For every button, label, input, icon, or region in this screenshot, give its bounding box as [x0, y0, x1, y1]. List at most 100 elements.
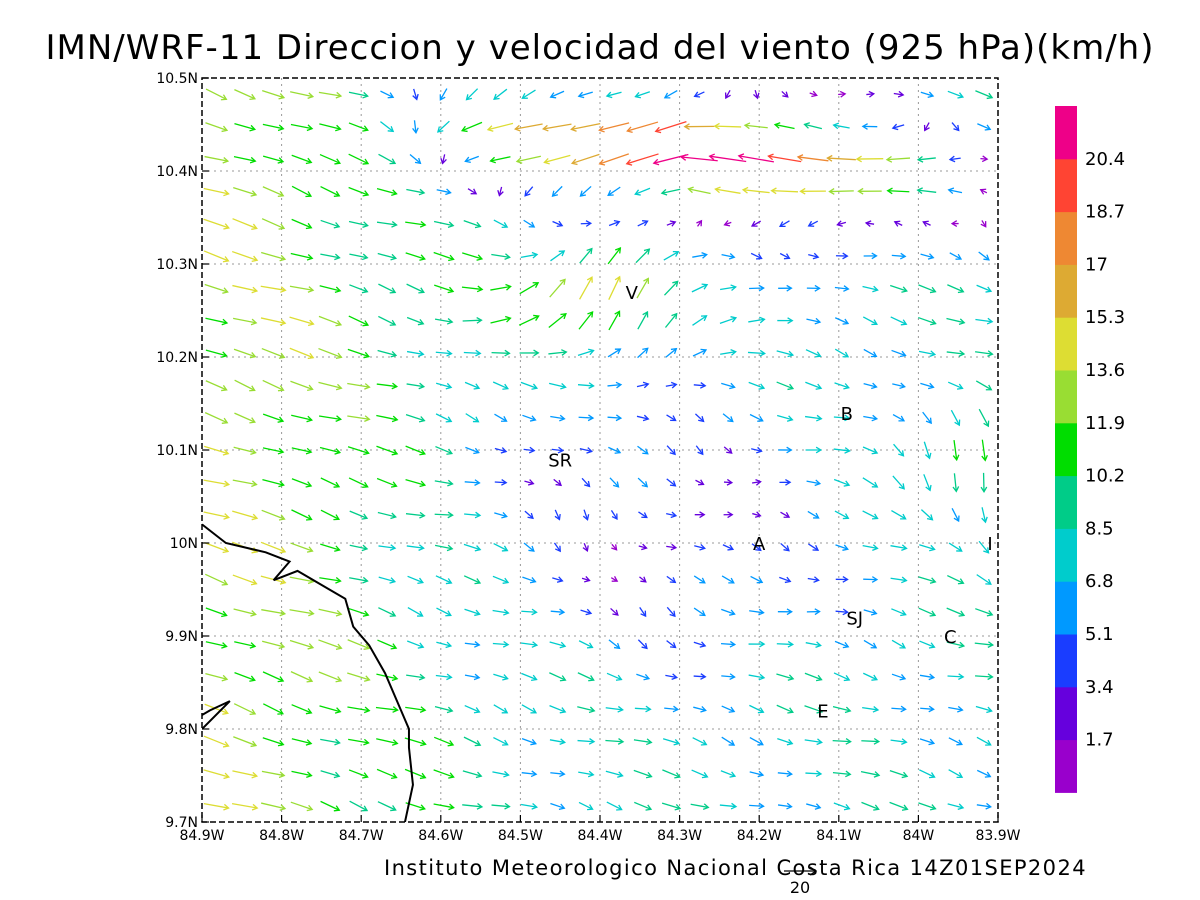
wind-arrow-shaft	[862, 510, 878, 520]
wind-arrow-head	[333, 514, 341, 521]
wind-arrow-head	[440, 157, 447, 165]
wind-arrow-shaft	[975, 318, 993, 323]
wind-arrow-shaft	[204, 155, 229, 162]
wind-arrow	[862, 477, 879, 488]
wind-arrow	[291, 478, 313, 488]
wind-arrow-shaft	[833, 672, 850, 681]
wind-arrow-head	[953, 124, 960, 132]
wind-arrow-head	[871, 382, 878, 390]
wind-arrow	[519, 282, 540, 295]
wind-arrow-head	[893, 220, 901, 227]
wind-arrow-head	[279, 254, 287, 262]
wind-arrow	[721, 705, 736, 713]
wind-arrow	[863, 414, 879, 422]
wind-arrow-head	[474, 578, 482, 585]
wind-arrow	[262, 447, 285, 455]
wind-arrow	[633, 738, 653, 746]
wind-arrow-head	[743, 122, 751, 130]
wind-arrow-shaft	[493, 736, 508, 746]
wind-arrow	[378, 283, 397, 294]
x-tick-label: 84.1W	[816, 828, 861, 844]
wind-arrow-shaft	[262, 478, 284, 486]
wind-arrow-head	[474, 740, 482, 747]
wind-arrow	[260, 541, 287, 554]
wind-arrow-shaft	[779, 576, 791, 583]
wind-arrow-head	[759, 640, 766, 648]
wind-arrow-shaft	[261, 802, 286, 810]
wind-arrow	[521, 737, 537, 746]
y-tick-label: 9.9N	[165, 629, 198, 645]
wind-arrow	[548, 312, 567, 328]
wind-arrow-head	[900, 705, 907, 713]
wind-arrow	[319, 446, 342, 455]
wind-arrow-shaft	[974, 642, 993, 646]
wind-arrow-head	[335, 577, 342, 584]
wind-arrow	[950, 220, 959, 227]
wind-arrow-shaft	[577, 739, 595, 743]
wind-arrow	[552, 220, 564, 228]
wind-arrow-head	[617, 771, 624, 778]
wind-arrow	[549, 738, 567, 746]
wind-arrow-shaft	[289, 285, 314, 291]
wind-arrow-shaft	[833, 448, 850, 452]
wind-arrow	[750, 252, 763, 260]
wind-arrow	[347, 639, 371, 650]
wind-arrow-head	[727, 544, 735, 551]
wind-arrow-head	[956, 545, 963, 552]
wind-arrow	[722, 413, 734, 423]
wind-arrow-head	[699, 382, 707, 389]
wind-arrow	[981, 439, 988, 462]
wind-arrow	[610, 510, 618, 521]
wind-arrow-head	[364, 383, 371, 390]
wind-arrow-shaft	[437, 120, 450, 133]
wind-arrow-shaft	[664, 707, 678, 711]
wind-arrow-head	[279, 804, 287, 811]
wind-arrow-head	[418, 188, 426, 196]
wind-arrow	[737, 153, 775, 163]
wind-arrow-shaft	[548, 313, 567, 328]
wind-arrow-shaft	[319, 153, 341, 164]
wind-arrow-shaft	[318, 381, 342, 389]
wind-arrow	[832, 122, 850, 130]
wind-arrow-head	[307, 92, 315, 100]
wind-arrow-shaft	[605, 707, 623, 711]
wind-arrow-head	[387, 126, 395, 133]
wind-arrow-head	[412, 127, 419, 134]
wind-arrow-shaft	[780, 542, 790, 552]
wind-arrow-head	[923, 124, 930, 132]
wind-arrow-shaft	[863, 382, 877, 388]
wind-arrow	[638, 511, 648, 519]
wind-arrow	[723, 446, 733, 454]
wind-arrow-head	[335, 383, 343, 391]
wind-arrow-shaft	[862, 706, 879, 711]
wind-arrow-shaft	[204, 283, 228, 293]
wind-arrow-head	[390, 512, 397, 520]
wind-arrow-head	[699, 577, 706, 584]
wind-arrow-head	[981, 155, 989, 163]
wind-arrow-shaft	[550, 772, 565, 775]
wind-arrow-head	[417, 319, 425, 326]
wind-arrow-head	[708, 153, 715, 161]
wind-arrow-head	[929, 804, 937, 811]
wind-arrow-head	[221, 384, 228, 392]
wind-arrow-head	[222, 256, 230, 263]
wind-arrow-head	[334, 448, 342, 455]
wind-arrow	[580, 608, 593, 616]
wind-arrow-head	[486, 125, 494, 132]
wind-arrow-head	[643, 248, 651, 255]
wind-arrow-shaft	[234, 89, 256, 100]
wind-arrow-shaft	[347, 382, 370, 388]
wind-arrow	[234, 672, 256, 682]
wind-arrow-shaft	[981, 439, 986, 461]
wind-arrow-shaft	[890, 316, 907, 325]
wind-arrow	[948, 542, 963, 552]
wind-arrow-head	[362, 320, 370, 327]
x-tick-label: 84.4W	[577, 828, 622, 844]
wind-arrow-shaft	[607, 186, 621, 196]
wind-arrow-shaft	[433, 251, 454, 260]
wind-arrow	[892, 382, 906, 390]
wind-arrow-head	[729, 673, 736, 681]
wind-arrow	[376, 187, 398, 196]
wind-arrow	[348, 122, 369, 132]
wind-arrow	[205, 88, 228, 101]
